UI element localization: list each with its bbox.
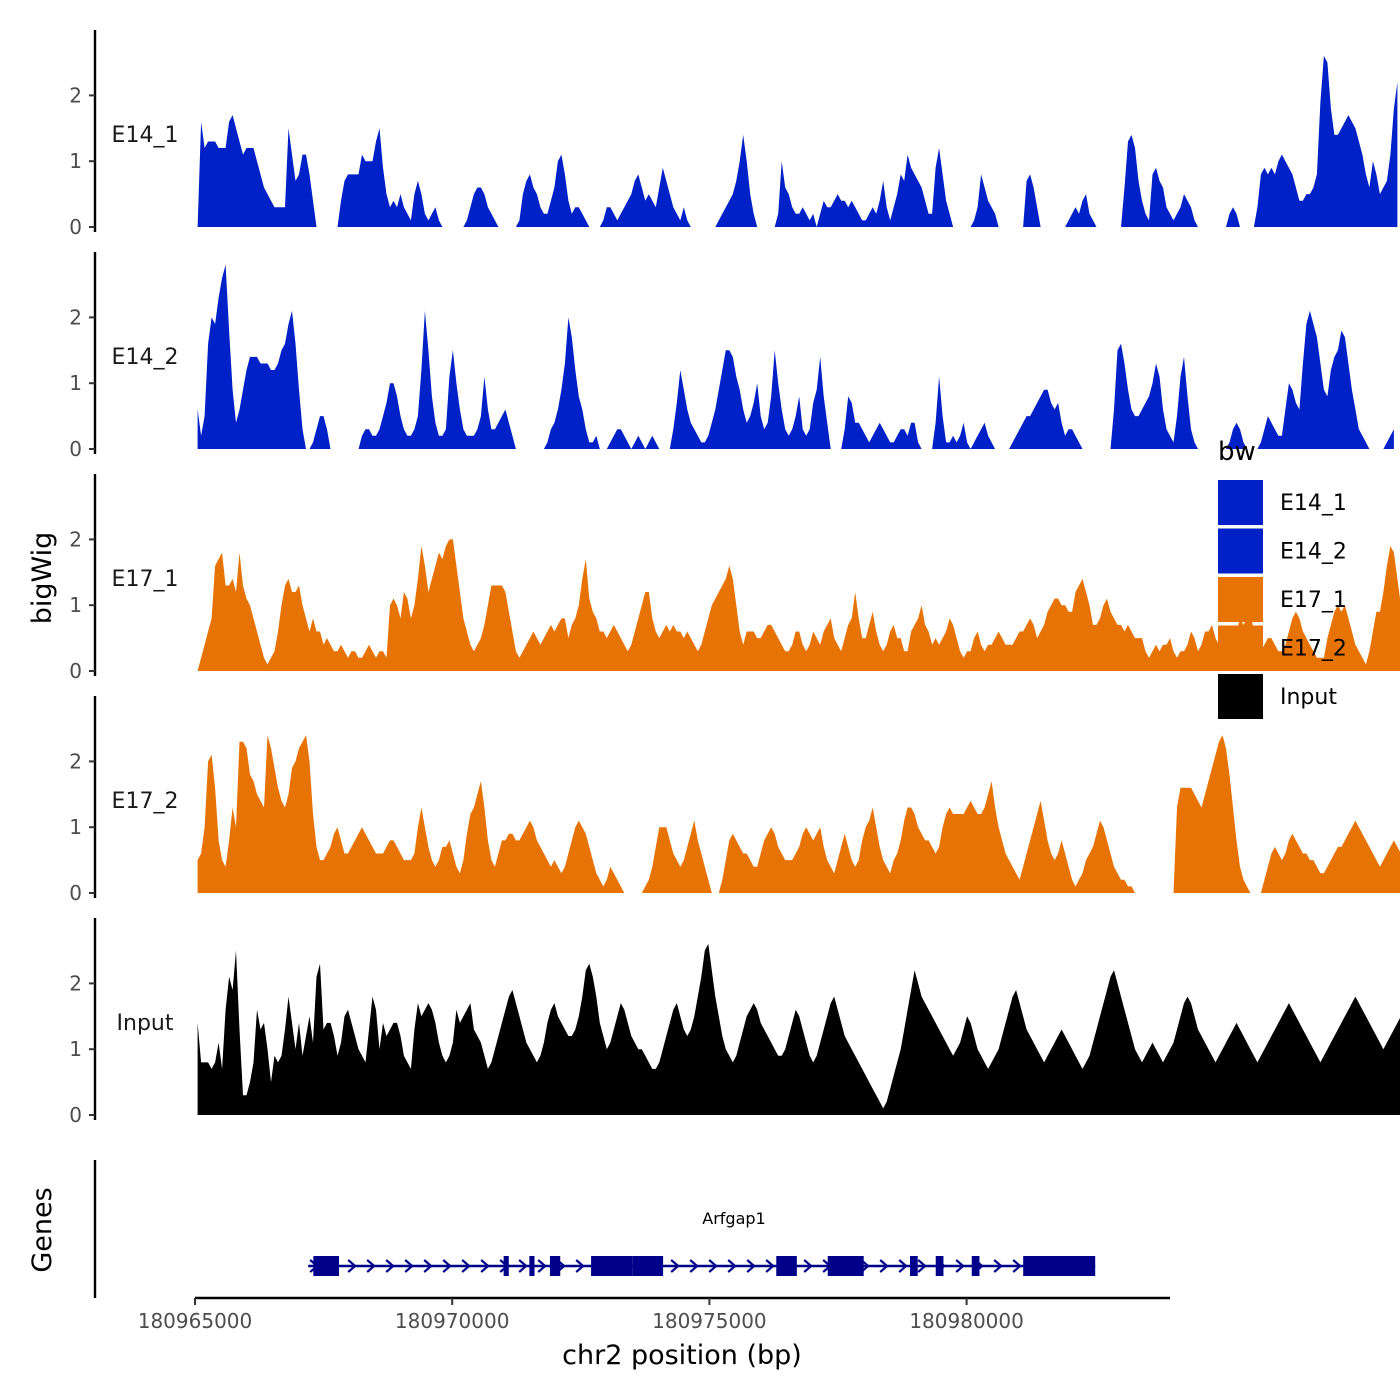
y-tick-label: 2 <box>69 527 82 551</box>
track-E14_1: 0 1 2 E14_1 <box>69 30 1398 239</box>
legend-label: E14_2 <box>1280 540 1347 565</box>
track-label: E17_2 <box>112 789 179 814</box>
strand-arrow <box>765 1259 775 1273</box>
strand-arrow <box>670 1259 680 1273</box>
exon-block <box>1023 1256 1096 1276</box>
strand-arrow <box>366 1259 376 1273</box>
exon-block <box>910 1256 918 1276</box>
signal-area-E14_2 <box>197 264 1394 449</box>
y-tick-label: 2 <box>69 971 82 995</box>
legend-swatch <box>1218 577 1263 622</box>
strand-arrow <box>537 1259 547 1273</box>
exon-block <box>971 1256 980 1276</box>
y-tick-label: 1 <box>69 1037 82 1061</box>
y-tick-label: 0 <box>69 881 82 905</box>
y-axis-title: bigWig <box>27 532 58 625</box>
x-tick-label: 180965000 <box>138 1309 253 1333</box>
genes-panel: Arfgap1 <box>93 1160 1096 1298</box>
strand-arrow <box>347 1259 357 1273</box>
strand-arrow <box>461 1259 471 1273</box>
y-tick-label: 0 <box>69 437 82 461</box>
exon-block <box>529 1256 535 1276</box>
y-tick-label: 0 <box>69 659 82 683</box>
exon-block <box>776 1256 797 1276</box>
y-tick-label: 2 <box>69 749 82 773</box>
signal-area-E14_1 <box>197 55 1398 228</box>
strand-arrow <box>575 1259 585 1273</box>
track-label: Input <box>117 1011 174 1036</box>
strand-arrow <box>993 1259 1003 1273</box>
legend-title: bw <box>1218 437 1256 467</box>
genes-track-label: Genes <box>27 1187 58 1272</box>
strand-arrow <box>442 1259 452 1273</box>
exon-block <box>827 1256 864 1276</box>
track-E14_2: 0 1 2 E14_2 <box>69 252 1394 461</box>
strand-arrow <box>727 1259 737 1273</box>
legend-swatch <box>1218 480 1263 525</box>
strand-arrow <box>917 1259 927 1273</box>
y-tick-label: 1 <box>69 593 82 617</box>
strand-arrow <box>385 1259 395 1273</box>
legend-swatch <box>1218 528 1263 574</box>
y-tick-label: 1 <box>69 371 82 395</box>
signal-area-E17_2 <box>197 735 1400 893</box>
exon-block <box>935 1256 944 1276</box>
y-tick-label: 2 <box>69 83 82 107</box>
strand-arrow <box>689 1259 699 1273</box>
signal-tracks: 0 1 2 E14_1 0 1 2 E14_2 0 1 2 E17_1 0 1 2 E17_2 0 1 2 Input <box>69 30 1400 1127</box>
y-tick-label: 1 <box>69 815 82 839</box>
y-tick-label: 2 <box>69 305 82 329</box>
legend-label: E17_2 <box>1280 637 1347 662</box>
track-label: E14_2 <box>112 345 179 370</box>
strand-arrow <box>708 1259 718 1273</box>
exon-block <box>549 1256 561 1276</box>
strand-arrow <box>1012 1259 1022 1273</box>
legend-label: E17_1 <box>1280 588 1347 613</box>
legend-swatch <box>1218 625 1263 671</box>
signal-area-E17_1 <box>197 539 1400 671</box>
strand-arrow <box>480 1259 490 1273</box>
x-axis-title: chr2 position (bp) <box>562 1340 802 1371</box>
track-label: E17_1 <box>112 567 179 592</box>
legend: bw E14_1 E14_2 E17_1 E17_2 Input <box>1218 437 1347 719</box>
exon-block <box>313 1256 340 1276</box>
x-tick-label: 180980000 <box>909 1309 1024 1333</box>
strand-arrow <box>746 1259 756 1273</box>
y-tick-label: 0 <box>69 215 82 239</box>
track-Input: 0 1 2 Input <box>69 918 1400 1127</box>
legend-label: E14_1 <box>1280 491 1347 516</box>
exon-block <box>591 1256 633 1276</box>
track-E17_2: 0 1 2 E17_2 <box>69 696 1400 905</box>
track-label: E14_1 <box>112 123 179 148</box>
x-axis: 180965000 180970000 180975000 180980000 <box>138 1296 1170 1333</box>
strand-arrow <box>404 1259 414 1273</box>
strand-arrow <box>518 1259 528 1273</box>
y-tick-label: 0 <box>69 1103 82 1127</box>
exon-block <box>503 1256 509 1276</box>
strand-arrow <box>423 1259 433 1273</box>
exon-block <box>632 1256 664 1276</box>
y-tick-label: 1 <box>69 149 82 173</box>
x-tick-label: 180975000 <box>652 1309 767 1333</box>
legend-label: Input <box>1280 685 1337 710</box>
strand-arrow <box>803 1259 813 1273</box>
signal-area-Input <box>197 943 1400 1115</box>
strand-arrow <box>879 1259 889 1273</box>
legend-swatch <box>1218 674 1263 719</box>
gene-name-label: Arfgap1 <box>702 1209 765 1228</box>
x-tick-label: 180970000 <box>395 1309 510 1333</box>
strand-arrow <box>955 1259 965 1273</box>
track-E17_1: 0 1 2 E17_1 <box>69 474 1400 683</box>
strand-arrow <box>898 1259 908 1273</box>
